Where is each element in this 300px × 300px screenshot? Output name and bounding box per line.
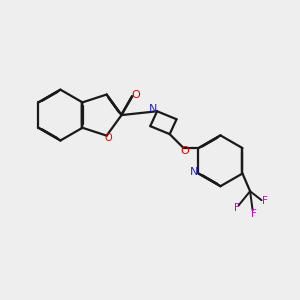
Text: F: F (251, 209, 257, 219)
Text: F: F (262, 196, 268, 206)
Text: N: N (190, 167, 198, 177)
Text: O: O (181, 146, 189, 156)
Text: O: O (104, 133, 112, 143)
Text: F: F (234, 203, 240, 213)
Text: O: O (131, 90, 140, 100)
Text: N: N (149, 104, 158, 114)
